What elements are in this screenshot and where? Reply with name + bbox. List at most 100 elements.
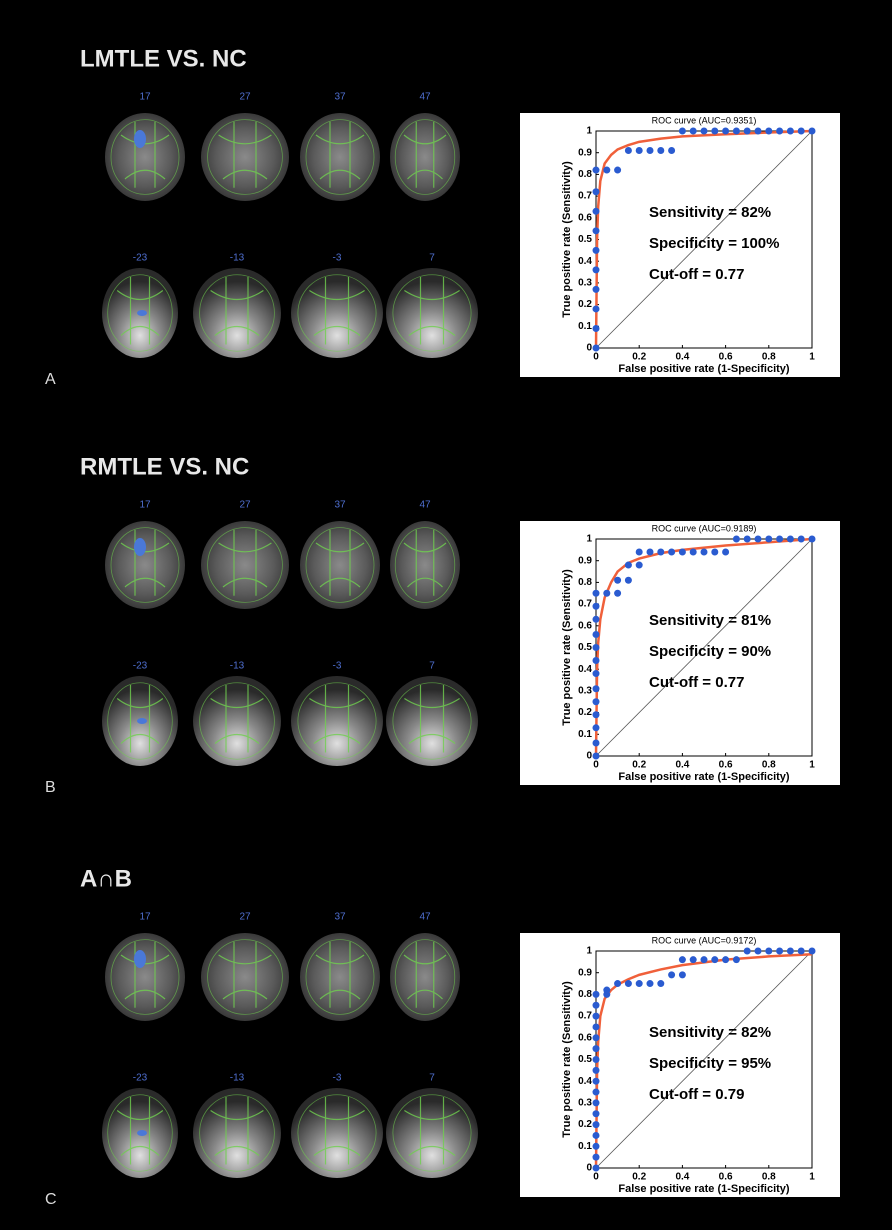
- brain-slice: [193, 268, 281, 358]
- chart-title: ROC curve (AUC=0.9189): [652, 523, 757, 533]
- slice-label: 7: [429, 661, 435, 672]
- x-tick-label: 1: [809, 352, 815, 363]
- annotation: Specificity = 95%: [649, 1055, 771, 1072]
- roc-point: [593, 1045, 600, 1052]
- roc-point: [593, 590, 600, 597]
- roc-point: [668, 549, 675, 556]
- x-axis-label: False positive rate (1-Specificity): [618, 1183, 790, 1195]
- brain-slice: [193, 676, 281, 766]
- roc-point: [593, 603, 600, 610]
- roc-point: [593, 1002, 600, 1009]
- roc-point: [809, 128, 816, 135]
- brain-shape: [291, 1088, 383, 1178]
- roc-point: [593, 698, 600, 705]
- roc-point: [765, 536, 772, 543]
- y-tick-label: 0.1: [578, 729, 592, 740]
- brain-slice: [291, 676, 383, 766]
- roc-point: [679, 128, 686, 135]
- page: LMTLE VS. NCA17273747-23-13-37RMTLE VS. …: [0, 0, 892, 1230]
- brain-slice: [291, 1088, 383, 1178]
- roc-point: [755, 536, 762, 543]
- highlight: [137, 310, 147, 316]
- roc-point: [593, 1056, 600, 1063]
- y-tick-label: 0.8: [578, 989, 592, 1000]
- roc-point: [701, 956, 708, 963]
- x-tick-label: 0: [593, 1172, 599, 1183]
- x-axis-label: False positive rate (1-Specificity): [618, 363, 790, 375]
- slice-label: 37: [334, 500, 346, 511]
- roc-point: [593, 1132, 600, 1139]
- roc-point: [593, 631, 600, 638]
- slice-label: 7: [429, 1073, 435, 1084]
- annotation: Specificity = 100%: [649, 235, 780, 252]
- brain-slice: [193, 1088, 281, 1178]
- brain-slice: [201, 521, 289, 609]
- roc-point: [593, 670, 600, 677]
- roc-point: [787, 128, 794, 135]
- figure: LMTLE VS. NCA17273747-23-13-37RMTLE VS. …: [0, 0, 892, 1225]
- y-tick-label: 0.3: [578, 1098, 592, 1109]
- y-tick-label: 0.5: [578, 1054, 592, 1065]
- x-tick-label: 0.6: [719, 352, 733, 363]
- annotation: Sensitivity = 81%: [649, 612, 771, 629]
- y-tick-label: 0.4: [578, 1076, 592, 1087]
- y-tick-label: 0: [586, 1163, 592, 1174]
- roc-point: [776, 948, 783, 955]
- y-tick-label: 0.9: [578, 555, 592, 566]
- x-tick-label: 0.6: [719, 1172, 733, 1183]
- roc-point: [647, 980, 654, 987]
- roc-point: [593, 1165, 600, 1172]
- x-tick-label: 0.4: [675, 1172, 689, 1183]
- roc-point: [744, 948, 751, 955]
- x-tick-label: 0: [593, 352, 599, 363]
- brain-shape: [300, 521, 380, 609]
- roc-point: [593, 753, 600, 760]
- brain-shape: [201, 933, 289, 1021]
- roc-point: [593, 345, 600, 352]
- slice-label: 17: [139, 92, 151, 103]
- roc-point: [711, 956, 718, 963]
- brain-shape: [300, 113, 380, 201]
- y-tick-label: 0.7: [578, 599, 592, 610]
- roc-point: [657, 980, 664, 987]
- brain-slice: [386, 268, 478, 358]
- roc-point: [744, 128, 751, 135]
- brain-shape: [291, 676, 383, 766]
- brain-shape: [386, 268, 478, 358]
- roc-point: [647, 549, 654, 556]
- brain-slice: [386, 1088, 478, 1178]
- roc-point: [614, 590, 621, 597]
- roc-point: [593, 227, 600, 234]
- slice-label: -13: [230, 1073, 245, 1084]
- roc-point: [657, 549, 664, 556]
- brain-slice: [105, 521, 185, 609]
- y-axis-label: True positive rate (Sensitivity): [561, 161, 573, 318]
- roc-point: [701, 549, 708, 556]
- roc-point: [711, 549, 718, 556]
- brain-slice: [105, 113, 185, 201]
- roc-point: [722, 956, 729, 963]
- roc-point: [636, 980, 643, 987]
- y-tick-label: 1: [586, 946, 592, 957]
- x-tick-label: 0.4: [675, 760, 689, 771]
- roc-point: [614, 980, 621, 987]
- roc-point: [744, 536, 751, 543]
- roc-point: [593, 188, 600, 195]
- y-tick-label: 0.2: [578, 707, 592, 718]
- brain-slice: [201, 113, 289, 201]
- roc-point: [755, 948, 762, 955]
- y-tick-label: 0.7: [578, 1011, 592, 1022]
- roc-point: [593, 1143, 600, 1150]
- brain-slice: [105, 933, 185, 1021]
- y-tick-label: 0.6: [578, 212, 592, 223]
- x-tick-label: 0.8: [762, 352, 776, 363]
- brain-slice: [291, 268, 383, 358]
- annotation: Cut-off = 0.77: [649, 674, 744, 691]
- y-tick-label: 0.8: [578, 577, 592, 588]
- panel-title: LMTLE VS. NC: [80, 45, 247, 72]
- x-tick-label: 1: [809, 1172, 815, 1183]
- slice-label: 27: [239, 912, 251, 923]
- highlight: [134, 130, 146, 148]
- y-axis-label: True positive rate (Sensitivity): [561, 981, 573, 1138]
- roc-point: [668, 971, 675, 978]
